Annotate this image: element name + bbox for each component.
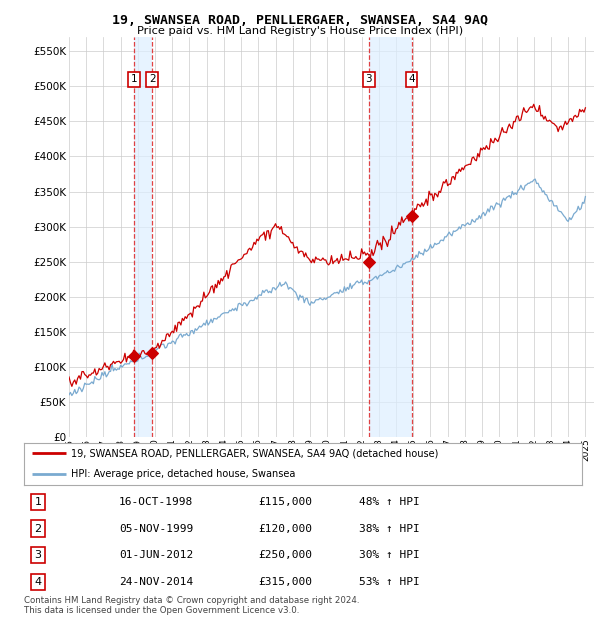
Text: 1: 1 xyxy=(131,74,137,84)
Text: 3: 3 xyxy=(365,74,372,84)
Point xyxy=(364,257,374,267)
Text: £315,000: £315,000 xyxy=(259,577,313,587)
Text: 3: 3 xyxy=(34,550,41,560)
Text: 16-OCT-1998: 16-OCT-1998 xyxy=(119,497,193,507)
Text: 48% ↑ HPI: 48% ↑ HPI xyxy=(359,497,419,507)
Point xyxy=(130,352,139,361)
Text: 4: 4 xyxy=(34,577,41,587)
Point xyxy=(148,348,157,358)
Text: 19, SWANSEA ROAD, PENLLERGAER, SWANSEA, SA4 9AQ (detached house): 19, SWANSEA ROAD, PENLLERGAER, SWANSEA, … xyxy=(71,448,439,458)
Text: £115,000: £115,000 xyxy=(259,497,313,507)
Text: 2: 2 xyxy=(34,523,41,534)
Text: Contains HM Land Registry data © Crown copyright and database right 2024.: Contains HM Land Registry data © Crown c… xyxy=(24,596,359,604)
Text: 24-NOV-2014: 24-NOV-2014 xyxy=(119,577,193,587)
Text: HPI: Average price, detached house, Swansea: HPI: Average price, detached house, Swan… xyxy=(71,469,296,479)
Text: 1: 1 xyxy=(34,497,41,507)
Text: 38% ↑ HPI: 38% ↑ HPI xyxy=(359,523,419,534)
Text: £250,000: £250,000 xyxy=(259,550,313,560)
Text: 2: 2 xyxy=(149,74,155,84)
Text: 30% ↑ HPI: 30% ↑ HPI xyxy=(359,550,419,560)
Text: Price paid vs. HM Land Registry's House Price Index (HPI): Price paid vs. HM Land Registry's House … xyxy=(137,26,463,36)
Text: £120,000: £120,000 xyxy=(259,523,313,534)
Text: This data is licensed under the Open Government Licence v3.0.: This data is licensed under the Open Gov… xyxy=(24,606,299,614)
Bar xyxy=(134,37,152,437)
Text: 53% ↑ HPI: 53% ↑ HPI xyxy=(359,577,419,587)
Text: 05-NOV-1999: 05-NOV-1999 xyxy=(119,523,193,534)
Text: 01-JUN-2012: 01-JUN-2012 xyxy=(119,550,193,560)
Text: 19, SWANSEA ROAD, PENLLERGAER, SWANSEA, SA4 9AQ: 19, SWANSEA ROAD, PENLLERGAER, SWANSEA, … xyxy=(112,14,488,27)
Text: 4: 4 xyxy=(408,74,415,84)
Bar xyxy=(369,37,412,437)
Point xyxy=(407,211,416,221)
